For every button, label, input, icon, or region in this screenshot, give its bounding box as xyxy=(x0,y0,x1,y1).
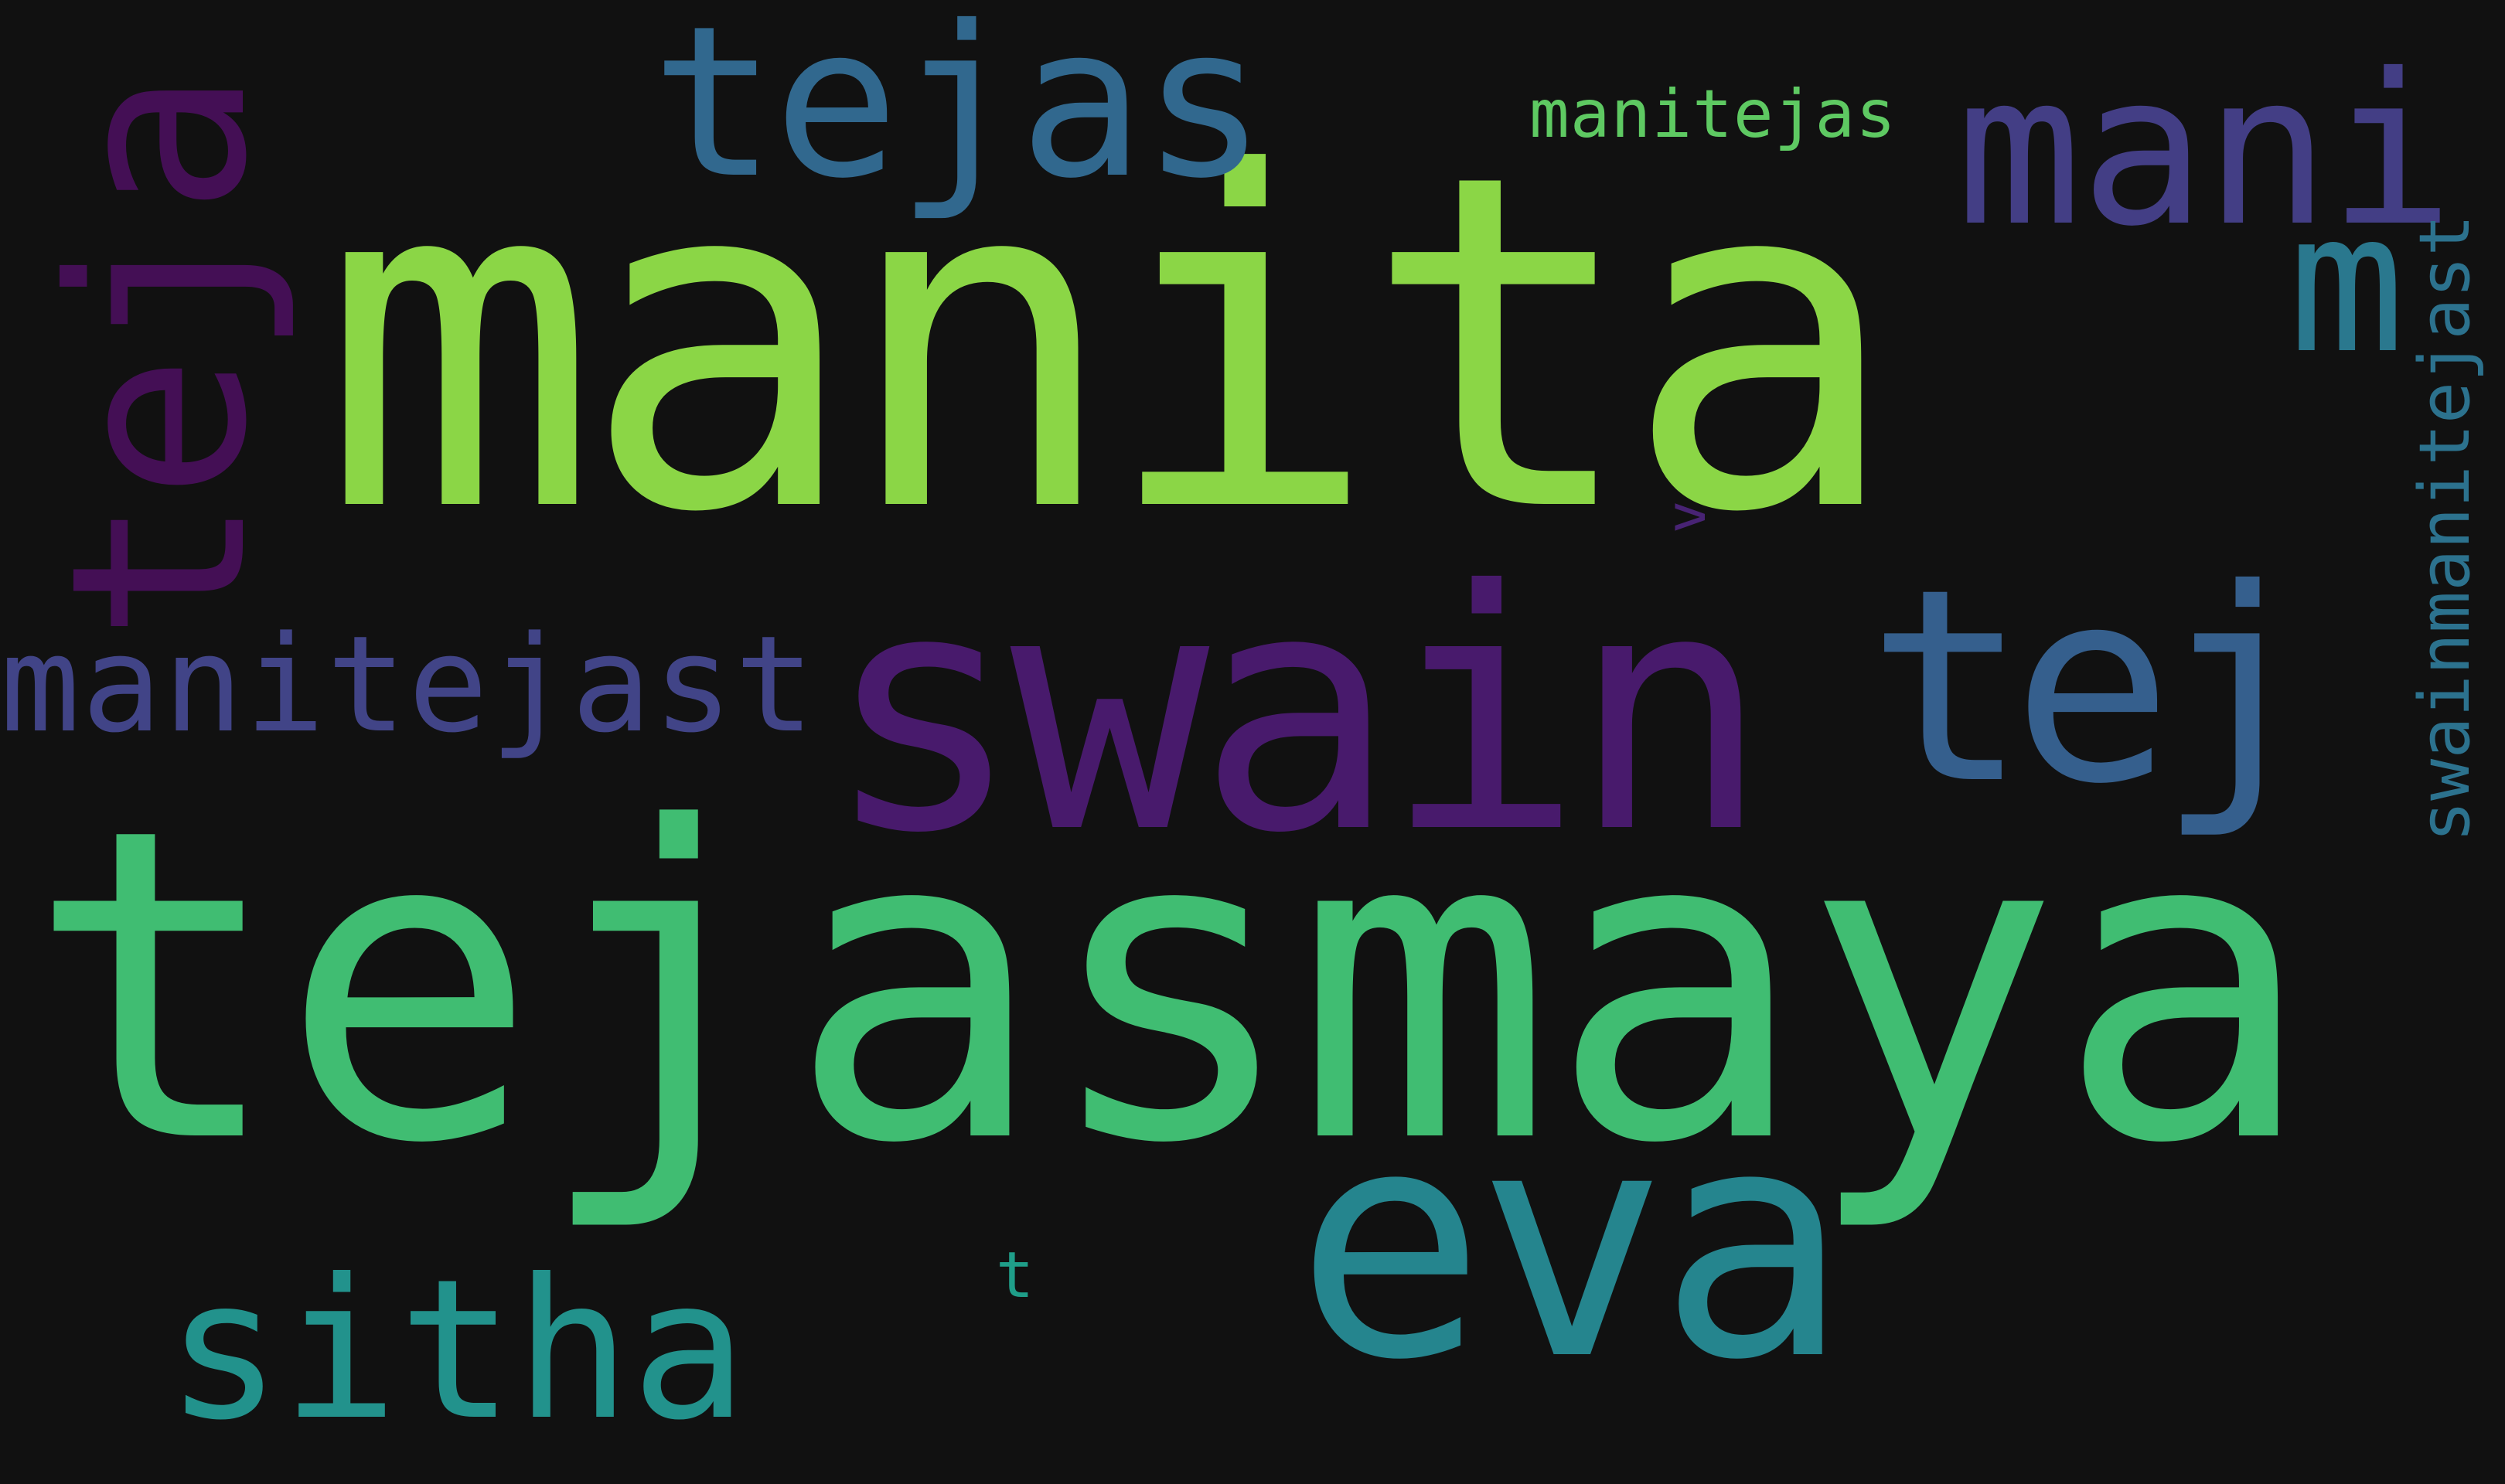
word-swain: swain xyxy=(823,520,1770,905)
word-manitejast: manitejast xyxy=(0,607,816,762)
word-manitejas: manitejas xyxy=(1529,76,1897,153)
word-swainmanitejast: swainmanitejast xyxy=(2404,214,2486,842)
word-teja: teja xyxy=(19,73,300,642)
word-tejasmaya: tejasmaya xyxy=(26,737,2314,1237)
word-tej: tej xyxy=(1867,533,2318,842)
word-tejas: tejas xyxy=(651,0,1267,224)
word-eva: eva xyxy=(1295,1060,1849,1429)
word-t: t xyxy=(996,1239,1034,1312)
word-manita: manita xyxy=(321,77,1900,613)
word-sitha: sitha xyxy=(165,1237,748,1462)
word-mani: mani xyxy=(1956,29,2454,272)
word-v: v xyxy=(1655,500,1718,533)
word-m: m xyxy=(2289,171,2405,396)
